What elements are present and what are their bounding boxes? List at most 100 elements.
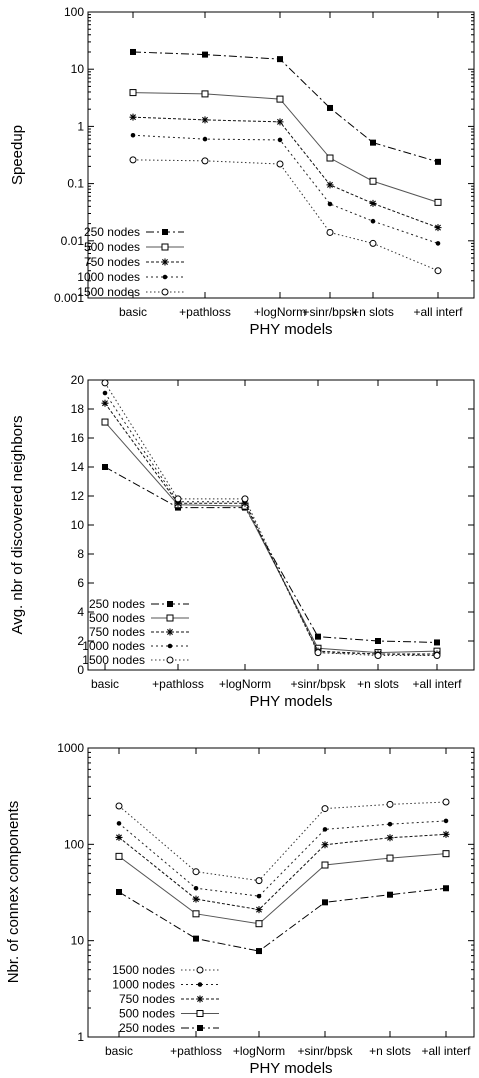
y-tick-label: 20 [71,373,85,387]
data-point [174,495,182,503]
x-tick-label: +logNorm [233,1044,285,1058]
data-point [202,136,208,142]
data-point [434,198,442,206]
data-point [315,633,321,640]
series-750-nodes [115,830,450,914]
data-point [321,841,329,849]
series-line [104,392,438,656]
x-axis-label: PHY models [249,321,332,338]
legend-label: 1500 nodes [77,285,140,299]
y-tick-label: 0 [77,663,84,677]
data-point [276,160,284,168]
x-tick-label: +sinr/bpsk [302,305,358,319]
legend-label: 250 nodes [119,1021,175,1035]
legend-marker [196,995,204,1003]
data-point [102,464,108,470]
data-point [369,177,377,185]
x-tick-label: +all interf [412,677,462,691]
series-1000-nodes [116,818,449,899]
data-point [241,495,249,503]
x-axis-label: PHY models [249,1060,332,1077]
series-line [118,853,447,925]
y-tick-label: 0.1 [67,177,84,191]
data-point [370,218,376,224]
chart-panel-1: 0.001 0.01 0.1 1 10 100 basic +pathloss +logNorm… [9,5,475,338]
data-point [369,199,377,207]
legend-label: 250 nodes [84,225,140,239]
series-line [118,833,447,911]
y-axis-label: Nbr. of connex components [5,801,22,984]
series-250-nodes [130,48,441,165]
series-line [104,402,437,655]
y-tick-label: 10 [71,934,85,948]
data-point [435,241,441,246]
data-point [101,399,109,407]
x-tick-label: +n slots [357,677,399,691]
legend-label: 750 nodes [119,992,175,1006]
x-tick-label: +pathloss [152,677,204,691]
series-line [132,116,439,229]
plot-frame [87,747,475,1038]
data-point [326,154,334,162]
data-point [202,51,208,58]
legend-label: 1000 nodes [82,639,145,653]
y-tick-label: 10 [71,518,85,532]
x-tick-label: +all interf [413,305,463,319]
legend-label: 750 nodes [89,625,145,639]
data-point [327,201,333,207]
chart-panel-2: 0 2 4 6 8 10 12 14 16 18 20 basic +pathloss +logNorm +… [9,373,475,710]
data-point [386,800,394,808]
data-point [192,910,200,918]
data-point [255,877,263,885]
y-tick-label: 2 [77,634,84,648]
data-point [321,861,329,869]
data-point [129,113,137,121]
data-point [386,854,394,862]
legend-marker [167,643,173,649]
legend-marker [161,243,169,251]
data-point [442,850,450,858]
data-point [442,830,450,838]
legend-label: 750 nodes [84,255,140,269]
data-point [277,56,283,63]
legend-label: 1000 nodes [112,978,175,992]
series-1000-nodes [130,132,441,246]
data-point [102,390,108,396]
data-point [387,821,393,827]
legend-label: 1500 nodes [112,963,175,977]
series-line [104,466,438,643]
series-line [132,51,439,163]
data-point [201,116,209,124]
data-point [375,638,381,644]
y-axis-label: Speedup [9,125,26,185]
series-1500-nodes [115,798,450,885]
y-tick-label: 100 [64,837,84,851]
series-500-nodes [129,89,442,206]
legend-label: 1500 nodes [82,653,145,667]
y-tick-label: 10 [71,62,85,76]
data-point [326,181,334,189]
data-point [115,833,123,841]
series-1500-nodes [129,156,442,275]
chart-panel-3: 1 10 100 1000 basic +pathloss +logNorm +sinr/bp… [5,741,475,1077]
data-point [256,948,262,955]
series-line [104,382,437,656]
y-tick-label: 0.01 [61,234,85,248]
data-point [443,885,449,892]
series-line [118,820,447,897]
series-750-nodes [129,113,442,232]
series-line [118,801,447,882]
plot-frame [87,11,475,299]
data-point [116,821,122,826]
data-point [276,95,284,103]
series-750-nodes [101,399,441,658]
x-tick-label: basic [91,677,119,691]
data-point [256,893,262,899]
y-tick-label: 1000 [57,741,84,755]
data-point [192,895,200,903]
data-point [434,267,442,275]
legend-label: 500 nodes [119,1007,175,1021]
data-point [115,852,123,860]
data-point [322,899,328,906]
